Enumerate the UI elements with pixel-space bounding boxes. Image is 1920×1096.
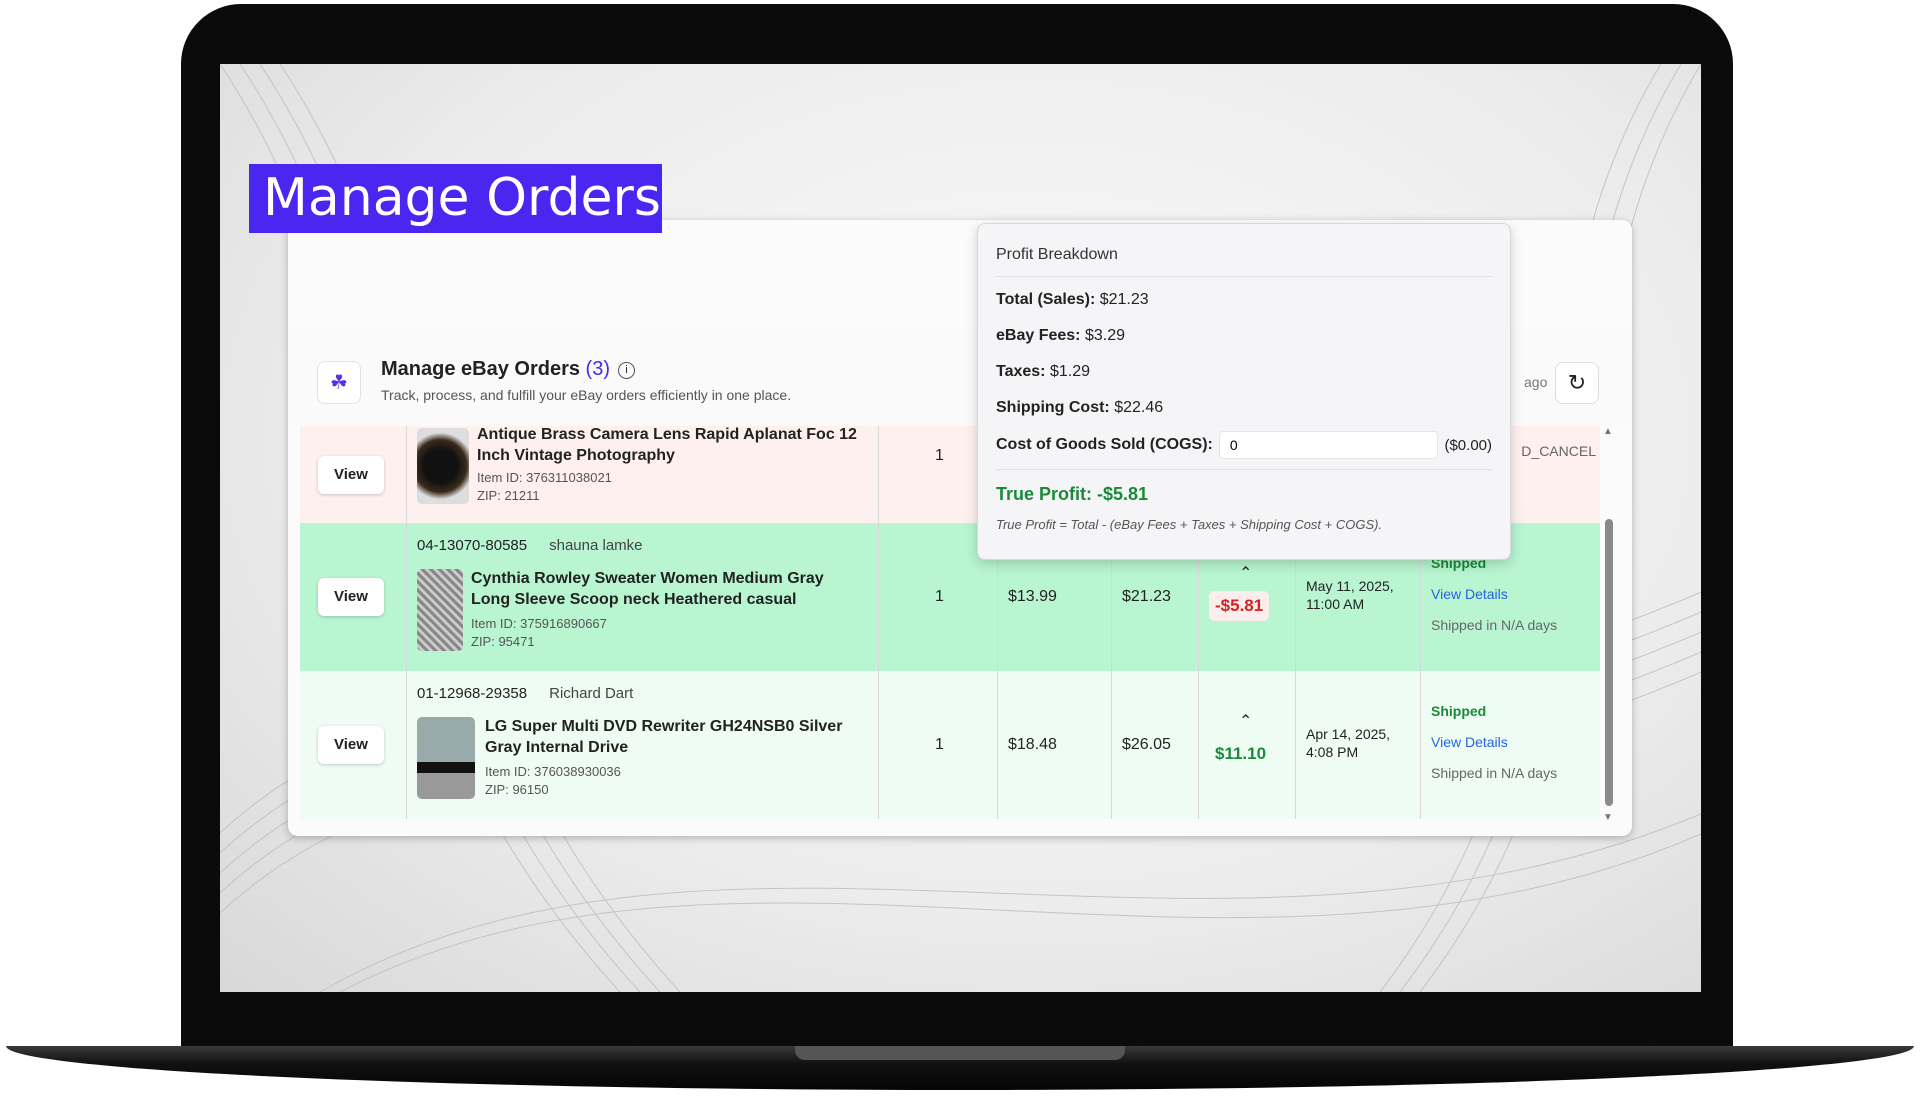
item-id: Item ID: 376038930036 — [485, 764, 621, 779]
view-details-link[interactable]: View Details — [1431, 734, 1508, 750]
zip: ZIP: 21211 — [477, 488, 540, 503]
item-price: $18.48 — [1008, 736, 1057, 753]
view-button[interactable]: View — [318, 578, 384, 616]
profit-badge[interactable]: -$5.81 — [1209, 591, 1270, 621]
info-icon[interactable]: i — [618, 362, 635, 379]
item-price: $13.99 — [1008, 588, 1057, 605]
orders-subtitle: Track, process, and fulfill your eBay or… — [381, 387, 792, 403]
quantity: 1 — [935, 588, 944, 605]
true-profit: True Profit: -$5.81 — [996, 484, 1149, 504]
item-id: Item ID: 375916890667 — [471, 616, 607, 631]
total-sales-value: $21.23 — [1099, 291, 1149, 308]
laptop-notch — [795, 1046, 1125, 1060]
table-row: View 01-12968-29358 Richard Dart LG Super… — [300, 671, 1600, 819]
order-total: $21.23 — [1122, 588, 1171, 605]
caret-up-icon[interactable]: ⌃ — [1239, 713, 1253, 730]
buyer-name: shauna lamke — [549, 537, 643, 554]
orders-title: Manage eBay Orders (3) i — [381, 358, 635, 381]
page-title-banner: Manage Orders — [249, 164, 662, 233]
product-thumbnail[interactable] — [417, 717, 475, 799]
item-id: Item ID: 376311038021 — [477, 470, 612, 485]
product-title[interactable]: LG Super Multi DVD Rewriter GH24NSB0 Sil… — [485, 718, 843, 756]
scroll-down-icon[interactable]: ▼ — [1603, 812, 1613, 823]
shipped-in: Shipped in N/A days — [1431, 617, 1558, 633]
total-sales-line: Total (Sales): $21.23 — [996, 291, 1492, 313]
taxes-value: $1.29 — [1049, 363, 1091, 380]
profit-value[interactable]: $11.10 — [1215, 744, 1267, 763]
product-thumbnail[interactable] — [417, 569, 463, 651]
order-status: D_CANCEL — [1521, 443, 1596, 459]
order-id-line: 04-13070-80585 shauna lamke — [417, 537, 643, 554]
taxes-label: Taxes: — [996, 363, 1046, 380]
cogs-line: Cost of Goods Sold (COGS): ($0.00) — [996, 431, 1492, 470]
profit-breakdown-popover: Profit Breakdown Total (Sales): $21.23 e… — [977, 223, 1511, 560]
taxes-line: Taxes: $1.29 — [996, 363, 1492, 385]
ebay-fees-value: $3.29 — [1084, 327, 1125, 344]
ebay-logo-icon: ☘ — [317, 361, 361, 404]
quantity: 1 — [935, 736, 944, 753]
cogs-formatted: ($0.00) — [1444, 436, 1492, 454]
zip: ZIP: 96150 — [485, 782, 549, 797]
orders-count: (3) — [585, 358, 610, 380]
scroll-up-icon[interactable]: ▲ — [1603, 426, 1613, 437]
shipping-cost-label: Shipping Cost: — [996, 399, 1110, 416]
cogs-input[interactable] — [1218, 431, 1439, 459]
ebay-fees-line: eBay Fees: $3.29 — [996, 327, 1492, 349]
profit-formula: True Profit = Total - (eBay Fees + Taxes… — [996, 517, 1383, 532]
product-title[interactable]: Cynthia Rowley Sweater Women Medium Gray… — [471, 570, 824, 608]
shipping-cost-line: Shipping Cost: $22.46 — [996, 399, 1492, 421]
product-title[interactable]: Antique Brass Camera Lens Rapid Aplanat … — [477, 426, 857, 464]
table-scrollbar[interactable]: ▲ ▼ — [1600, 426, 1618, 826]
refresh-icon: ↻ — [1567, 370, 1587, 395]
refresh-button[interactable]: ↻ — [1555, 362, 1599, 404]
cogs-label: Cost of Goods Sold (COGS): — [996, 436, 1213, 453]
scrollbar-thumb[interactable] — [1605, 519, 1613, 806]
shipping-cost-value: $22.46 — [1114, 399, 1164, 416]
view-details-link[interactable]: View Details — [1431, 586, 1508, 602]
view-button[interactable]: View — [318, 455, 384, 494]
order-date: Apr 14, 2025, 4:08 PM — [1306, 726, 1391, 760]
order-total: $26.05 — [1122, 736, 1171, 753]
orders-title-text: Manage eBay Orders — [381, 358, 580, 380]
shipped-in: Shipped in N/A days — [1431, 765, 1558, 781]
last-sync-text: ago — [1524, 374, 1548, 390]
ebay-fees-label: eBay Fees: — [996, 327, 1081, 344]
total-sales-label: Total (Sales): — [996, 291, 1096, 308]
buyer-name: Richard Dart — [549, 685, 634, 702]
view-button[interactable]: View — [318, 726, 384, 764]
caret-up-icon[interactable]: ⌃ — [1239, 565, 1253, 582]
quantity: 1 — [935, 447, 944, 464]
order-id[interactable]: 01-12968-29358 — [417, 685, 528, 702]
popover-title: Profit Breakdown — [996, 246, 1492, 277]
zip: ZIP: 95471 — [471, 634, 535, 649]
order-status: Shipped — [1431, 703, 1487, 719]
order-id[interactable]: 04-13070-80585 — [417, 537, 528, 554]
order-date: May 11, 2025, 11:00 AM — [1306, 578, 1394, 612]
order-id-line: 01-12968-29358 Richard Dart — [417, 685, 633, 702]
product-thumbnail[interactable] — [417, 428, 469, 504]
